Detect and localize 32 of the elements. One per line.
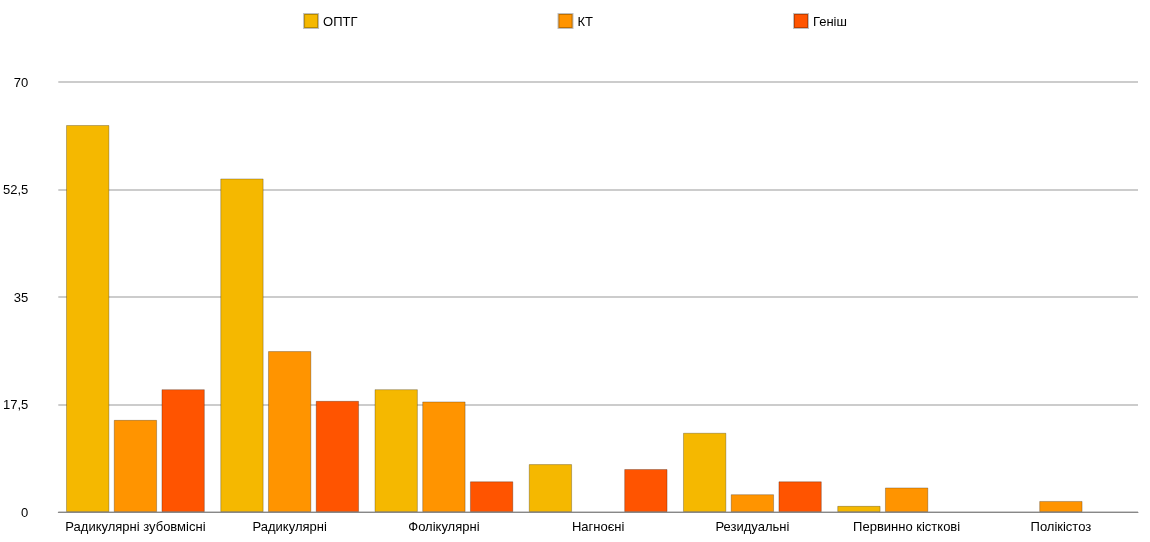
x-tick-label: Радикулярні (252, 519, 327, 534)
bar (422, 401, 466, 512)
legend-label: Геніш (813, 13, 847, 29)
bar (315, 400, 360, 512)
y-tick-label: 52,5 (2, 182, 29, 197)
x-tick-label: Нагноєні (571, 519, 625, 534)
legend-label: КТ (577, 13, 594, 29)
bar (220, 178, 264, 512)
bar (469, 481, 514, 512)
y-tick-label: 17,5 (2, 397, 29, 412)
bar (884, 487, 929, 512)
y-tick-label: 70 (13, 74, 29, 90)
bar (1039, 500, 1083, 512)
bar (682, 432, 727, 512)
bar (374, 389, 418, 512)
bar (267, 351, 312, 512)
x-tick-label: Первинно кісткові (853, 519, 961, 534)
bar (528, 464, 573, 512)
bar (837, 505, 881, 512)
x-tick-label: Фолікулярні (408, 519, 480, 534)
bar (161, 389, 205, 512)
bar (66, 125, 110, 512)
x-tick-label: Радикулярні зубовмісні (65, 519, 206, 534)
bar (113, 419, 158, 512)
bar (730, 494, 775, 512)
y-tick-label: 0 (21, 504, 29, 520)
y-tick-label: 35 (13, 289, 29, 305)
x-tick-label: Полікістоз (1030, 519, 1092, 534)
bar (778, 481, 822, 512)
bar (624, 469, 668, 512)
x-tick-label: Резидуальні (715, 519, 790, 534)
legend-label: ОПТГ (323, 13, 358, 29)
